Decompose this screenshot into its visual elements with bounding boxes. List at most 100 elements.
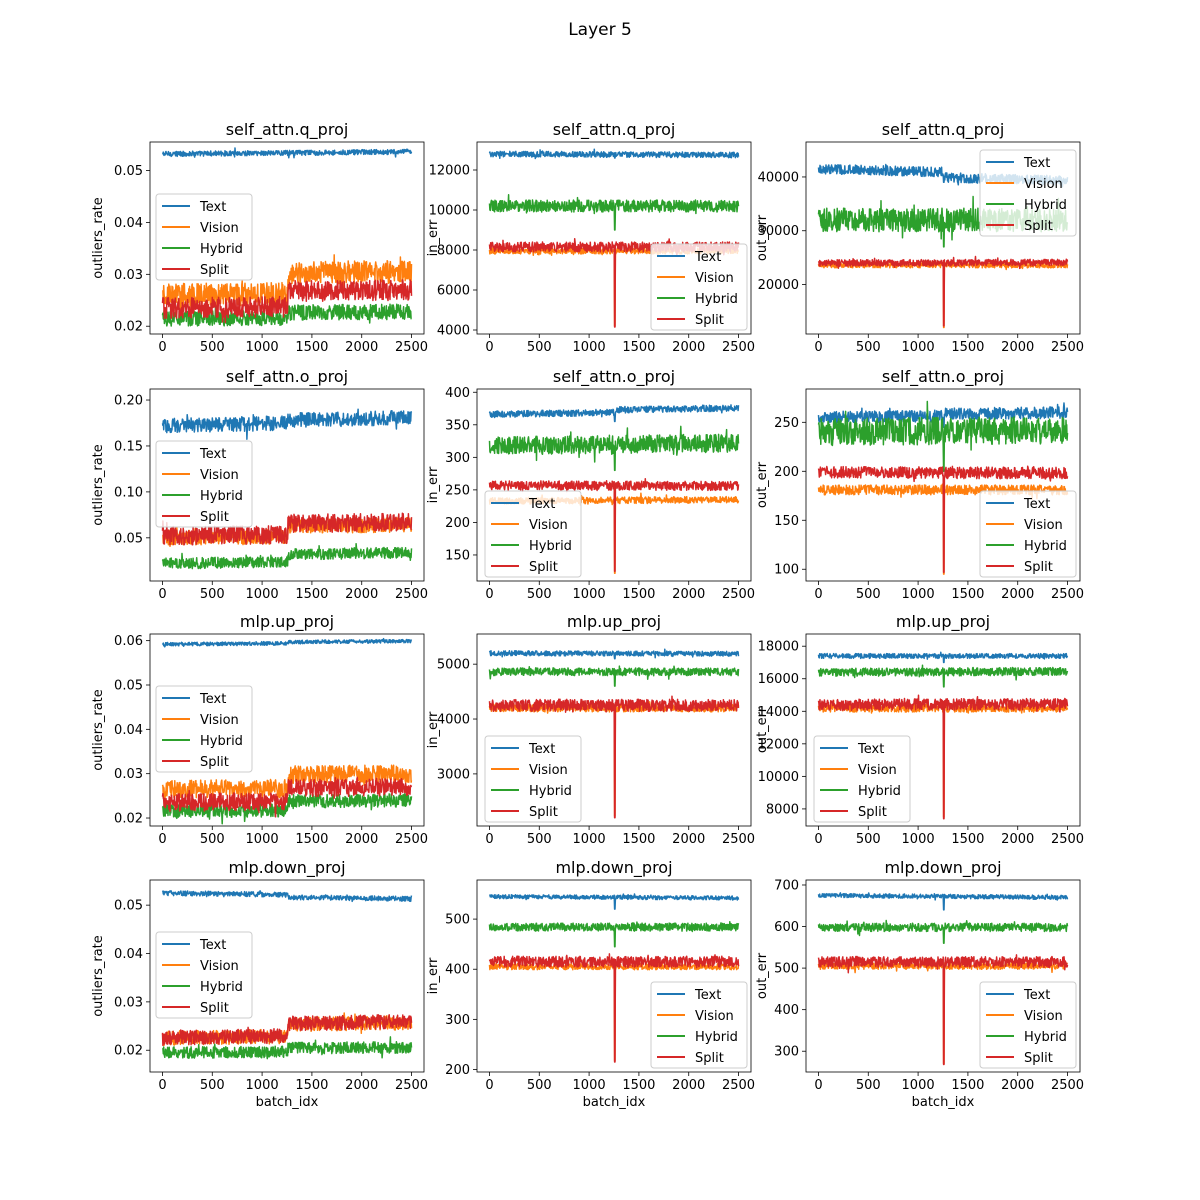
- legend-label-hybrid: Hybrid: [695, 292, 738, 307]
- x-tick-label: 1000: [573, 587, 606, 602]
- y-tick-label: 100: [774, 563, 799, 578]
- legend-box: [979, 981, 1077, 1069]
- series-line-hybrid: [488, 665, 740, 687]
- legend-label-text: Text: [528, 497, 555, 512]
- legend-label-split: Split: [200, 1001, 229, 1016]
- series-line-split: [817, 694, 1069, 820]
- legend-label-split: Split: [200, 263, 229, 278]
- legend-label-hybrid: Hybrid: [1024, 539, 1067, 554]
- x-tick-label: 2500: [1051, 1078, 1084, 1093]
- series-group: [488, 148, 740, 328]
- x-tick-label: 1000: [246, 340, 279, 355]
- legend-label-text: Text: [199, 200, 226, 215]
- x-tick-label: 2000: [345, 340, 378, 355]
- x-tick-label: 500: [856, 1078, 881, 1093]
- x-tick-label: 1500: [622, 587, 655, 602]
- y-tick-label: 300: [445, 1013, 470, 1028]
- x-tick-label: 2500: [395, 1078, 428, 1093]
- y-tick-label: 8000: [766, 802, 799, 817]
- legend: Text Vision Hybrid Split: [155, 685, 253, 773]
- legend-box: [979, 149, 1077, 237]
- axes-frame: [149, 633, 425, 827]
- y-tick-label: 0.02: [114, 1044, 143, 1059]
- axes-frame: [149, 388, 425, 582]
- x-tick-label: 500: [200, 1078, 225, 1093]
- y-tick-label: 10000: [429, 204, 470, 219]
- legend-label-text: Text: [694, 988, 721, 1003]
- axes-frame: [476, 388, 752, 582]
- legend: Text Vision Hybrid Split: [979, 490, 1077, 578]
- y-axis-label: out_err: [755, 214, 770, 261]
- y-axis-label: in_err: [426, 711, 441, 748]
- legend: Text Vision Hybrid Split: [155, 193, 253, 281]
- subplot-title: self_attn.o_proj: [882, 367, 1004, 387]
- x-tick-label: 1500: [951, 587, 984, 602]
- x-tick-label: 1000: [246, 832, 279, 847]
- series-line-text: [488, 404, 740, 423]
- y-tick-label: 200: [774, 465, 799, 480]
- x-tick-label: 500: [200, 587, 225, 602]
- y-tick-label: 0.05: [114, 531, 143, 546]
- y-tick-label: 0.03: [114, 995, 143, 1010]
- x-tick-label: 2000: [1001, 587, 1034, 602]
- series-line-hybrid: [162, 1036, 413, 1060]
- legend-label-split: Split: [529, 805, 558, 820]
- series-line-split: [817, 465, 1069, 573]
- legend-box: [155, 685, 253, 773]
- y-tick-label: 30000: [758, 224, 799, 239]
- x-tick-label: 0: [814, 587, 822, 602]
- legend-label-split: Split: [695, 313, 724, 328]
- series-line-hybrid: [817, 919, 1069, 944]
- series-line-text: [161, 408, 413, 440]
- y-tick-label: 0.03: [114, 767, 143, 782]
- x-tick-label: 1500: [622, 1078, 655, 1093]
- legend-box: [979, 490, 1077, 578]
- x-tick-label: 0: [485, 1078, 493, 1093]
- y-tick-label: 0.04: [114, 216, 143, 231]
- y-tick-label: 0.20: [114, 394, 143, 409]
- x-tick-label: 0: [814, 1078, 822, 1093]
- x-tick-label: 2000: [672, 832, 705, 847]
- y-tick-label: 350: [445, 418, 470, 433]
- y-axis-label: outliers_rate: [91, 444, 106, 526]
- y-tick-label: 0.05: [114, 164, 143, 179]
- series-line-split: [161, 776, 413, 818]
- y-tick-label: 40000: [758, 170, 799, 185]
- legend-label-text: Text: [528, 742, 555, 757]
- x-tick-label: 0: [158, 1078, 166, 1093]
- x-axis-label: batch_idx: [256, 1095, 319, 1110]
- subplot-2: 0 500 1000 1500 2000 2500 4000 6000 8000 10000 120…: [426, 120, 755, 355]
- legend-label-vision: Vision: [200, 713, 239, 728]
- legend-label-vision: Vision: [695, 1009, 734, 1024]
- x-tick-label: 2500: [1051, 340, 1084, 355]
- y-axis-label: out_err: [755, 952, 770, 999]
- y-tick-label: 600: [774, 920, 799, 935]
- y-tick-label: 0.05: [114, 899, 143, 914]
- y-tick-label: 0.04: [114, 947, 143, 962]
- x-tick-label: 2500: [722, 340, 755, 355]
- x-tick-label: 500: [856, 832, 881, 847]
- x-tick-label: 2000: [1001, 1078, 1034, 1093]
- x-tick-label: 1000: [902, 587, 935, 602]
- legend: Text Vision Hybrid Split: [484, 490, 582, 578]
- y-tick-label: 250: [774, 416, 799, 431]
- y-tick-label: 5000: [437, 658, 470, 673]
- x-tick-label: 2000: [345, 587, 378, 602]
- series-group: [161, 637, 413, 825]
- x-tick-label: 0: [158, 832, 166, 847]
- y-tick-label: 150: [774, 514, 799, 529]
- series-line-text: [488, 148, 740, 160]
- y-tick-label: 0.10: [114, 485, 143, 500]
- subplot-title: mlp.down_proj: [884, 858, 1001, 878]
- subplot-title: self_attn.q_proj: [553, 120, 676, 140]
- legend-label-hybrid: Hybrid: [200, 242, 243, 257]
- subplot-11: 0 500 1000 1500 2000 2500 200 300 400 500 mlp.down…: [426, 858, 755, 1110]
- y-tick-label: 12000: [758, 737, 799, 752]
- series-line-split: [488, 478, 740, 572]
- y-tick-label: 20000: [758, 278, 799, 293]
- y-tick-label: 400: [445, 386, 470, 401]
- x-tick-label: 2000: [345, 1078, 378, 1093]
- axes-frame: [805, 879, 1081, 1073]
